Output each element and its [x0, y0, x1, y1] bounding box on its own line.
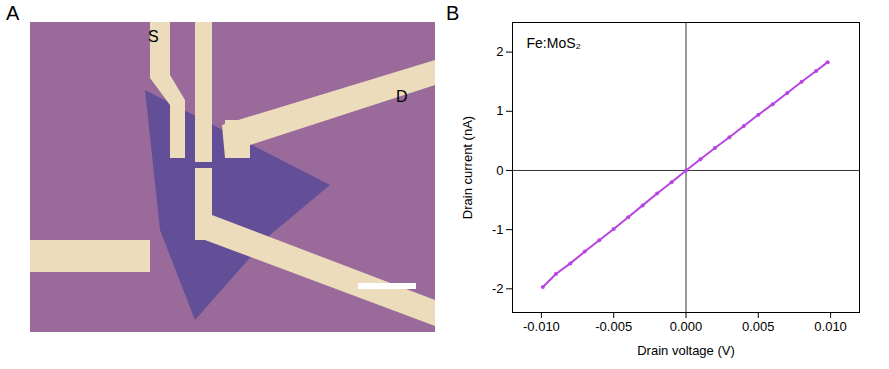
- svg-text:-2: -2: [492, 281, 504, 296]
- svg-text:Fe:MoS₂: Fe:MoS₂: [527, 35, 581, 51]
- svg-text:0.005: 0.005: [742, 319, 775, 334]
- svg-text:0: 0: [496, 163, 503, 178]
- svg-text:A: A: [6, 2, 20, 24]
- svg-text:1: 1: [496, 103, 503, 118]
- svg-text:-0.010: -0.010: [523, 319, 560, 334]
- svg-text:0.010: 0.010: [814, 319, 847, 334]
- svg-text:D: D: [396, 88, 408, 105]
- svg-text:Drain voltage (V): Drain voltage (V): [637, 343, 735, 358]
- svg-text:2: 2: [496, 44, 503, 59]
- svg-text:-0.005: -0.005: [595, 319, 632, 334]
- svg-text:S: S: [148, 28, 159, 45]
- svg-text:0.000: 0.000: [670, 319, 703, 334]
- svg-text:-1: -1: [492, 222, 504, 237]
- svg-text:Drain current (nA): Drain current (nA): [460, 116, 475, 219]
- html-text:B: B: [446, 2, 460, 24]
